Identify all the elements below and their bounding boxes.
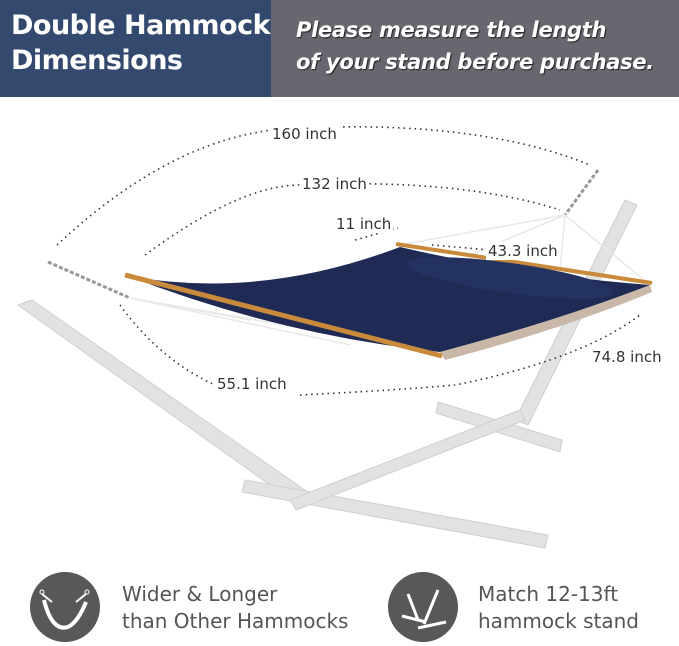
feature-stand-line1: Match 12-13ft <box>478 582 619 606</box>
hammock-underside <box>440 285 652 360</box>
stand-icon <box>388 572 458 642</box>
label-11: 11 inch <box>334 215 394 233</box>
note-line2: of your stand before purchase. <box>296 50 654 74</box>
feature-stand-line2: hammock stand <box>478 609 639 633</box>
right-chain <box>563 169 600 216</box>
hammock-icon <box>30 572 100 642</box>
label-132: 132 inch <box>300 175 369 193</box>
label-160: 160 inch <box>270 125 339 143</box>
feature-wider-line1: Wider & Longer <box>122 582 278 606</box>
title-line1: Double Hammock <box>11 10 271 41</box>
note-line1: Please measure the length <box>296 18 607 42</box>
feature-wider: Wider & Longer than Other Hammocks <box>122 581 348 635</box>
label-43-3: 43.3 inch <box>486 242 560 260</box>
left-chain <box>47 260 131 300</box>
spreader-bar-left <box>124 272 443 359</box>
hammock-illustration <box>16 126 653 549</box>
spreader-bar-right <box>395 242 653 285</box>
feature-stand: Match 12-13ft hammock stand <box>478 581 639 635</box>
label-74-8: 74.8 inch <box>590 348 664 366</box>
feature-wider-line2: than Other Hammocks <box>122 609 349 633</box>
note-panel: Please measure the length of your stand … <box>271 0 679 97</box>
title-panel: Double Hammock Dimensions <box>0 0 271 97</box>
pillow <box>406 257 614 299</box>
title-line2: Dimensions <box>11 45 183 76</box>
label-55-1: 55.1 inch <box>215 375 289 393</box>
